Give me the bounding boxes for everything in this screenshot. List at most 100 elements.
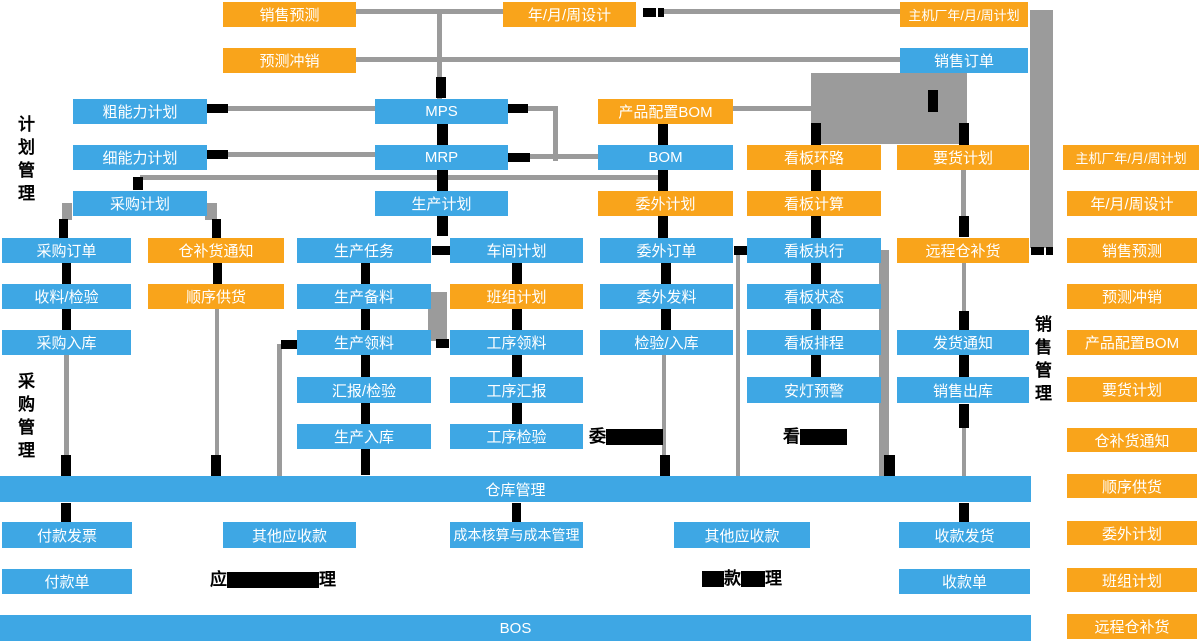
black-connector-bar bbox=[508, 104, 528, 113]
gray-connector bbox=[428, 292, 447, 341]
node-receipt-slip: 收款单 bbox=[899, 569, 1030, 594]
node-process-material-issue: 工序领料 bbox=[450, 330, 583, 355]
outsourcing-management-label: 委 bbox=[589, 428, 663, 445]
node-warehouse-management-bar: 仓库管理 bbox=[0, 476, 1031, 502]
kanban-management-label: 看 bbox=[783, 428, 847, 445]
black-connector-bar bbox=[361, 449, 370, 475]
black-connector-bar bbox=[61, 455, 71, 476]
black-connector-bar bbox=[437, 170, 448, 191]
node-sales-forecast: 销售预测 bbox=[223, 2, 356, 27]
gray-connector bbox=[437, 9, 442, 99]
black-connector-bar bbox=[512, 263, 522, 284]
node-product-config-bom: 产品配置BOM bbox=[598, 99, 733, 124]
plan-management-label: 计划管理 bbox=[15, 115, 34, 207]
black-connector-bar bbox=[959, 404, 969, 428]
gray-connector bbox=[228, 106, 375, 111]
black-connector-bar bbox=[512, 355, 522, 377]
node-mrp: MRP bbox=[375, 145, 508, 170]
node-sales-outbound: 销售出库 bbox=[897, 377, 1029, 403]
black-connector-bar bbox=[361, 309, 370, 330]
node-outsourcing-material-issue: 委外发料 bbox=[600, 284, 733, 309]
node-production-inbound: 生产入库 bbox=[297, 424, 431, 449]
black-connector-bar bbox=[436, 339, 449, 348]
node-report-inspect: 汇报/检验 bbox=[297, 377, 431, 403]
node-forecast-writeoff: 预测冲销 bbox=[223, 48, 356, 73]
gray-connector bbox=[228, 152, 375, 157]
node-other-receivables-right: 其他应收款 bbox=[674, 522, 810, 548]
node-right-remote-warehouse-replenish: 远程仓补货 bbox=[1067, 614, 1197, 639]
gray-connector bbox=[733, 106, 811, 111]
node-andon-warning: 安灯预警 bbox=[747, 377, 881, 403]
gray-connector bbox=[355, 9, 503, 14]
black-connector-bar bbox=[811, 263, 821, 284]
node-right-oem-year-month-week-plan: 主机厂年/月/周计划 bbox=[1063, 145, 1199, 170]
node-right-sales-forecast: 销售预测 bbox=[1067, 238, 1197, 263]
node-team-plan: 班组计划 bbox=[450, 284, 583, 309]
node-year-month-week-design: 年/月/周设计 bbox=[503, 2, 636, 27]
label-text: 款 bbox=[724, 569, 741, 588]
node-cost-accounting-management: 成本核算与成本管理 bbox=[450, 522, 583, 548]
black-connector-bar bbox=[661, 309, 671, 330]
black-connector-bar bbox=[959, 503, 969, 522]
black-connector-bar bbox=[212, 219, 221, 238]
node-other-receivables-left: 其他应收款 bbox=[223, 522, 356, 548]
node-receipt-delivery: 收款发货 bbox=[899, 522, 1030, 548]
black-connector-bar bbox=[959, 216, 969, 237]
node-production-plan: 生产计划 bbox=[375, 191, 508, 216]
node-right-team-plan: 班组计划 bbox=[1067, 568, 1197, 592]
label-text: 理 bbox=[319, 570, 336, 589]
node-outsourcing-order: 委外订单 bbox=[600, 238, 733, 263]
black-connector-bar bbox=[658, 170, 668, 191]
black-connector-bar bbox=[959, 123, 969, 145]
black-connector-bar bbox=[661, 263, 671, 284]
node-bos-bar: BOS bbox=[0, 615, 1031, 641]
gray-connector bbox=[1030, 10, 1053, 248]
gray-connector bbox=[528, 106, 558, 111]
payable-management-label: 应理 bbox=[210, 571, 336, 588]
black-connector-bar bbox=[811, 216, 821, 238]
gray-connector bbox=[811, 73, 967, 144]
node-fine-capacity-plan: 细能力计划 bbox=[73, 145, 207, 170]
black-connector-bar bbox=[1046, 247, 1053, 255]
node-kanban-loop: 看板环路 bbox=[747, 145, 881, 170]
label-text: 看 bbox=[783, 427, 800, 446]
node-purchase-order: 采购订单 bbox=[2, 238, 131, 263]
black-connector-bar bbox=[928, 90, 938, 112]
node-oem-year-month-week-plan: 主机厂年/月/周计划 bbox=[900, 2, 1028, 27]
black-connector-bar bbox=[643, 8, 656, 17]
redaction-bar bbox=[702, 570, 724, 587]
black-connector-bar bbox=[512, 503, 521, 522]
node-right-sequence-supply: 顺序供货 bbox=[1067, 474, 1197, 498]
gray-connector bbox=[215, 309, 219, 455]
node-rough-capacity-plan: 粗能力计划 bbox=[73, 99, 207, 124]
node-right-outsourcing-plan: 委外计划 bbox=[1067, 521, 1197, 545]
black-connector-bar bbox=[508, 153, 530, 162]
black-connector-bar bbox=[734, 246, 747, 255]
redaction-bar bbox=[606, 428, 663, 445]
black-connector-bar bbox=[811, 355, 821, 377]
gray-connector bbox=[662, 355, 666, 455]
black-connector-bar bbox=[361, 263, 370, 284]
node-payment-slip: 付款单 bbox=[2, 569, 132, 594]
node-workshop-plan: 车间计划 bbox=[450, 238, 583, 263]
node-purchase-plan: 采购计划 bbox=[73, 191, 207, 216]
label-text: 理 bbox=[765, 569, 782, 588]
node-sales-order: 销售订单 bbox=[900, 48, 1028, 73]
node-right-delivery-plan: 要货计划 bbox=[1067, 377, 1197, 402]
black-connector-bar bbox=[211, 455, 221, 476]
black-connector-bar bbox=[361, 355, 370, 377]
black-connector-bar bbox=[512, 309, 522, 330]
gray-connector bbox=[961, 170, 966, 216]
node-process-inspect: 工序检验 bbox=[450, 424, 583, 449]
gray-connector bbox=[355, 57, 900, 62]
black-connector-bar bbox=[811, 123, 821, 145]
black-connector-bar bbox=[884, 455, 895, 476]
node-kanban-status: 看板状态 bbox=[747, 284, 881, 309]
node-outsourcing-plan: 委外计划 bbox=[598, 191, 733, 216]
gray-connector bbox=[962, 427, 966, 476]
redaction-bar bbox=[227, 571, 319, 588]
label-text: 应 bbox=[210, 570, 227, 589]
black-connector-bar bbox=[436, 77, 446, 98]
gray-connector bbox=[879, 250, 889, 476]
node-production-material-prep: 生产备料 bbox=[297, 284, 431, 309]
